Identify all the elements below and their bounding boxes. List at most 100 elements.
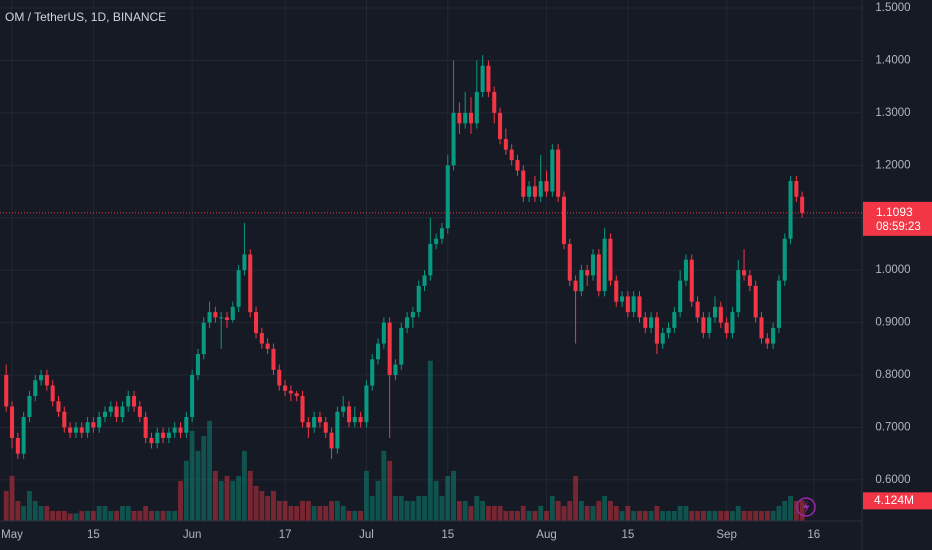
volume-bar xyxy=(660,510,666,521)
candle-body xyxy=(248,254,253,313)
volume-bar xyxy=(509,510,515,521)
volume-bar xyxy=(201,435,207,521)
volume-bar xyxy=(718,510,724,521)
candle-body xyxy=(126,396,131,407)
volume-bar xyxy=(695,510,701,521)
candle-body xyxy=(131,396,137,407)
candle-body xyxy=(794,181,799,197)
volume-bar xyxy=(683,505,689,521)
volume-bar xyxy=(497,505,503,521)
candle-body xyxy=(614,280,619,302)
volume-bar xyxy=(753,510,759,521)
volume-bar xyxy=(236,475,242,521)
volume-bar xyxy=(38,505,44,521)
candle-body xyxy=(550,149,555,192)
volume-bar xyxy=(282,500,288,521)
volume-bar xyxy=(648,510,654,521)
x-tick-label: Jul xyxy=(359,529,374,541)
volume-bar xyxy=(619,510,625,521)
volume-bar xyxy=(445,475,451,521)
volume-bar xyxy=(793,500,799,521)
volume-bar xyxy=(160,510,166,521)
volume-bar xyxy=(393,495,398,521)
volume-bar xyxy=(764,510,770,521)
volume-layer xyxy=(3,360,805,521)
volume-bar xyxy=(21,505,27,521)
candle-body xyxy=(283,385,288,391)
candle-body xyxy=(114,406,119,417)
volume-bar xyxy=(451,470,457,521)
candle-body xyxy=(85,422,90,433)
candle-body xyxy=(178,427,183,433)
volume-bar xyxy=(613,505,619,521)
candle-body xyxy=(643,317,648,328)
candle-body xyxy=(666,327,671,334)
volume-bar xyxy=(712,510,718,521)
volume-bar xyxy=(137,510,143,521)
candle-body xyxy=(33,380,38,397)
volume-bar xyxy=(9,475,15,521)
candle-body xyxy=(288,390,293,394)
candle-body xyxy=(195,354,200,376)
volume-bar xyxy=(149,510,154,521)
candle-body xyxy=(503,139,508,150)
y-tick-label: 1.5000 xyxy=(875,2,910,14)
volume-bar xyxy=(666,510,671,521)
y-tick-label: 0.8000 xyxy=(875,369,910,381)
volume-bar xyxy=(67,513,73,521)
y-tick-label: 1.2000 xyxy=(875,159,910,171)
candle-body xyxy=(683,259,688,281)
volume-bar xyxy=(677,505,683,521)
candle-body xyxy=(771,327,776,344)
candle-body xyxy=(155,432,160,444)
x-tick-label: May xyxy=(1,529,23,541)
candle-body xyxy=(649,317,654,328)
candle-body xyxy=(149,437,154,444)
last-price-label: 1.1093 xyxy=(876,205,913,219)
alert-icon[interactable] xyxy=(796,497,816,517)
volume-bar xyxy=(770,510,776,521)
y-tick-label: 1.4000 xyxy=(875,54,910,66)
volume-bar xyxy=(119,505,125,521)
candle-body xyxy=(387,322,392,376)
candle-body xyxy=(759,317,764,339)
x-tick-label: Sep xyxy=(716,529,736,541)
candle-body xyxy=(416,285,421,313)
candle-body xyxy=(742,270,747,276)
volume-bar xyxy=(404,500,410,521)
volume-bar xyxy=(515,510,520,521)
candle-body xyxy=(323,422,328,433)
candle-body xyxy=(567,243,572,281)
volume-bar xyxy=(381,450,387,521)
candle-body xyxy=(56,401,61,412)
chart-title: OM / TetherUS, 1D, BINANCE xyxy=(5,10,166,24)
volume-bar xyxy=(759,510,764,521)
volume-bar xyxy=(369,495,375,521)
candle-body xyxy=(532,186,537,197)
candle-body xyxy=(21,416,26,454)
candle-body xyxy=(97,416,102,428)
last-volume-label: 4.124M xyxy=(874,493,914,507)
y-tick-label: 0.6000 xyxy=(875,474,910,486)
volume-bar xyxy=(131,510,137,521)
candle-body xyxy=(9,406,15,438)
candle-body xyxy=(27,396,32,417)
candle-body xyxy=(335,411,340,449)
volume-bar xyxy=(573,475,579,521)
candle-body xyxy=(4,375,9,407)
candle-body xyxy=(590,254,596,276)
volume-bar xyxy=(241,450,247,521)
volume-bar xyxy=(189,430,195,521)
volume-bar xyxy=(3,490,9,521)
candle-body xyxy=(468,112,474,124)
volume-bar xyxy=(735,505,741,521)
volume-bar xyxy=(294,505,300,521)
candle-body xyxy=(724,322,729,334)
volume-bar xyxy=(398,495,404,521)
candle-body xyxy=(405,317,410,328)
candle-body xyxy=(172,427,177,433)
volume-bar xyxy=(352,510,358,521)
alert-bolt xyxy=(803,500,810,514)
volume-bar xyxy=(375,480,381,521)
